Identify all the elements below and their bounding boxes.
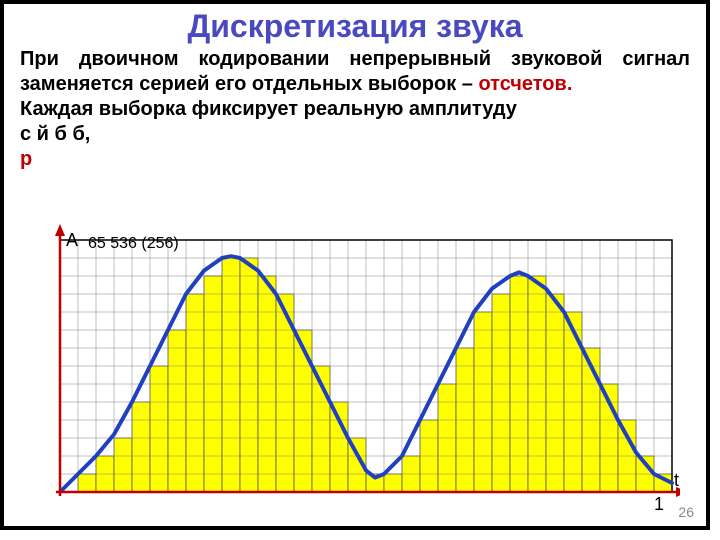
otschetov-word: отсчетов. [478, 73, 572, 95]
p3-tail: , [85, 123, 91, 145]
chart-svg: A 65 536 (256) t1 [40, 224, 680, 514]
page-title: Дискретизация звука [4, 8, 706, 45]
p4-frag: р [20, 148, 32, 170]
svg-text:t: t [674, 470, 679, 490]
paragraph: При двоичном кодировании непрерывный зву… [4, 47, 706, 172]
sampling-chart: A 65 536 (256) t1 [40, 224, 680, 514]
svg-text:A: A [66, 230, 78, 250]
p1-text: При двоичном кодировании непрерывный зву… [20, 48, 690, 95]
p2-text: Каждая выборка фиксирует реальную амплит… [20, 98, 517, 120]
page-number: 26 [678, 504, 694, 520]
p3-frag: с й б б [20, 123, 85, 145]
svg-text:1: 1 [654, 494, 664, 514]
svg-text:65 536 (256): 65 536 (256) [88, 235, 179, 252]
